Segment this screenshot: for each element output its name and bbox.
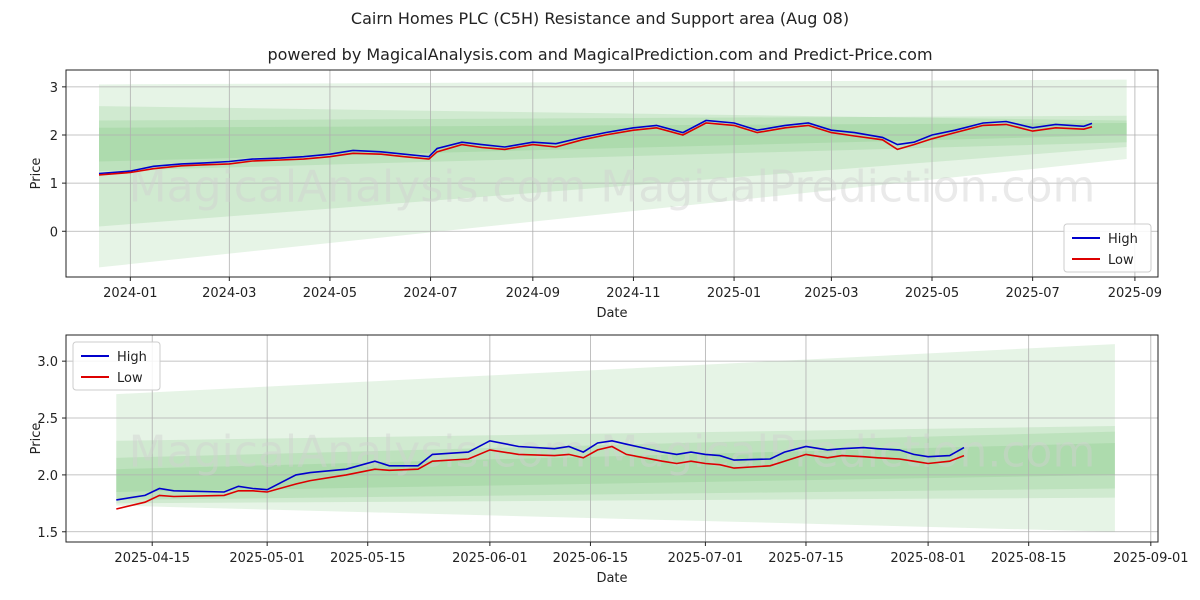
x-axis-label: Date: [596, 571, 627, 586]
x-tick-label: 2025-07: [1005, 286, 1059, 301]
x-tick-label: 2024-09: [506, 286, 560, 301]
y-tick-label: 0: [50, 225, 58, 240]
band-1: [98, 79, 1127, 268]
chart-panel-1: 2024-01 2024-03 2024-05 2024-07 2024-09 2024-…: [29, 69, 1162, 321]
watermark: MagicalAnalysis.com MagicalPrediction.co…: [129, 162, 1096, 213]
x-tick-label: 2025-05-01: [229, 551, 305, 566]
legend-label: Low: [117, 371, 143, 386]
x-tick-label: 2025-08-01: [890, 551, 966, 566]
band-3: [98, 115, 1127, 172]
y-tick-label: 3.0: [37, 355, 58, 370]
x-axis-label: Date: [596, 306, 627, 321]
y-tick-label: 2.0: [37, 469, 58, 484]
series-lines: [98, 119, 1093, 176]
plot-frame: [65, 69, 1159, 278]
chart-title: Cairn Homes PLC (C5H) Resistance and Sup…: [350, 9, 850, 28]
y-tick-label: 2: [50, 129, 58, 144]
band-3: [116, 431, 1115, 500]
support-resistance-bands: [116, 344, 1115, 532]
series-lines: [116, 439, 965, 510]
band-4: [116, 443, 1115, 492]
y-axis-label: Price: [29, 158, 44, 190]
x-tick-label: 2025-04-15: [114, 551, 190, 566]
x-tick-label: 2025-07-15: [768, 551, 844, 566]
legend: High Low: [1063, 223, 1152, 273]
x-tick-label: 2025-05-15: [330, 551, 406, 566]
y-tick-label: 1.5: [37, 526, 58, 541]
band-4: [98, 122, 1127, 162]
watermark: MagicalAnalysis.com MagicalPrediction.co…: [129, 427, 1096, 478]
support-resistance-bands: [98, 79, 1127, 268]
series-low-line: [116, 445, 965, 510]
y-axis-label: Price: [29, 423, 44, 455]
x-tick-label: 2025-08-15: [991, 551, 1067, 566]
x-tick-label: 2025-06-01: [452, 551, 528, 566]
x-tick-label: 2025-09-01: [1113, 551, 1189, 566]
x-tick-label: 2025-05: [905, 286, 959, 301]
series-low-line: [98, 122, 1093, 176]
legend-label: High: [1108, 232, 1138, 247]
chart-panel-2: 2025-04-15 2025-05-01 2025-05-15 2025-06-01…: [29, 334, 1189, 586]
y-tick-label: 3: [50, 81, 58, 96]
y-tick-label: 1: [50, 177, 58, 192]
y-tick-label: 2.5: [37, 412, 58, 427]
band-2: [116, 425, 1115, 504]
x-tick-label: 2024-11: [606, 286, 660, 301]
x-tick-label: 2024-07: [403, 286, 457, 301]
x-tick-label: 2025-01: [707, 286, 761, 301]
band-2: [98, 106, 1127, 227]
x-tick-label: 2024-05: [303, 286, 357, 301]
plot-frame: [65, 334, 1159, 543]
x-tick-label: 2025-03: [804, 286, 858, 301]
x-tick-label: 2024-01: [103, 286, 157, 301]
x-tick-label: 2025-06-15: [553, 551, 629, 566]
x-tick-label: 2025-07-01: [668, 551, 744, 566]
band-1: [116, 344, 1115, 532]
chart-subtitle: powered by MagicalAnalysis.com and Magic…: [267, 45, 933, 64]
x-tick-label: 2025-09: [1108, 286, 1162, 301]
legend-label: Low: [1108, 253, 1134, 268]
series-high-line: [116, 439, 965, 501]
legend: High Low: [72, 341, 161, 391]
x-tick-label: 2024-03: [202, 286, 256, 301]
legend-label: High: [117, 350, 147, 365]
series-high-line: [98, 119, 1093, 175]
